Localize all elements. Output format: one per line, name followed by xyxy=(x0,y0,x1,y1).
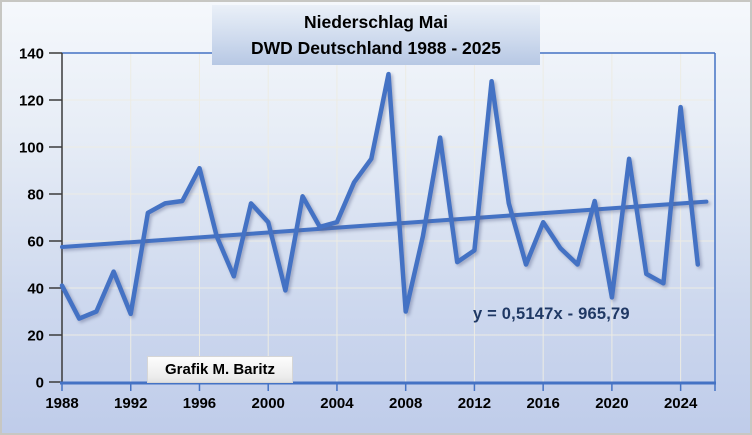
y-tick-label: 0 xyxy=(36,375,44,392)
x-tick-label: 2024 xyxy=(664,395,698,412)
credit-label: Grafik M. Baritz xyxy=(147,356,293,383)
x-tick-label: 1988 xyxy=(45,395,78,412)
x-tick-label: 2020 xyxy=(595,395,628,412)
y-tick-label: 60 xyxy=(27,234,44,251)
data-series-line xyxy=(59,71,701,321)
x-tick-label: 2008 xyxy=(389,395,422,412)
x-tick-label: 2012 xyxy=(458,395,491,412)
x-tick-label: 1992 xyxy=(114,395,147,412)
chart-title-line2: DWD Deutschland 1988 - 2025 xyxy=(251,38,501,58)
y-tick-label: 140 xyxy=(19,46,44,63)
x-tick-label: 1996 xyxy=(183,395,216,412)
y-axis: 0 20 40 60 80 100 120 140 xyxy=(19,46,63,392)
x-tick-label: 2016 xyxy=(526,395,559,412)
x-tick-label: 2000 xyxy=(252,395,285,412)
chart-title-line1: Niederschlag Mai xyxy=(304,12,448,32)
y-tick-label: 80 xyxy=(27,187,44,204)
x-tick-label: 2004 xyxy=(320,395,354,412)
y-tick-label: 100 xyxy=(19,140,44,157)
y-tick-label: 40 xyxy=(27,281,44,298)
chart-title-box: Niederschlag Mai DWD Deutschland 1988 - … xyxy=(212,5,540,65)
y-tick-label: 20 xyxy=(27,328,44,345)
y-tick-label: 120 xyxy=(19,93,44,110)
x-axis: 1988 1992 1996 2000 2004 2008 2012 2016 2020 2024 xyxy=(45,381,716,412)
trendline xyxy=(60,199,709,250)
trendline-equation-label: y = 0,5147x - 965,79 xyxy=(473,305,630,323)
